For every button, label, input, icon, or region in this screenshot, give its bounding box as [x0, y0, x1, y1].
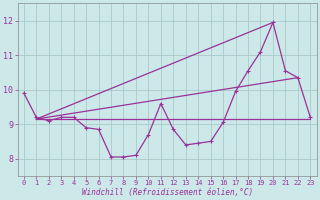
X-axis label: Windchill (Refroidissement éolien,°C): Windchill (Refroidissement éolien,°C)	[82, 188, 253, 197]
